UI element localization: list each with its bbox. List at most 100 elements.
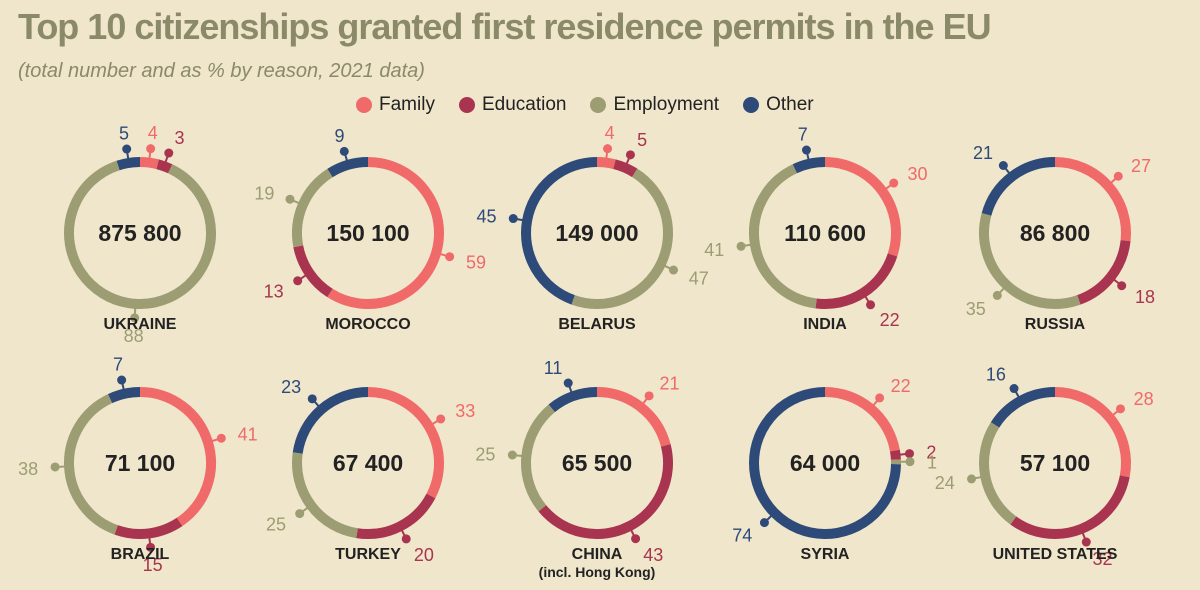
legend-swatch-education [458,97,475,113]
value-label-india-education: 22 [880,310,900,330]
value-label-brazil-family: 41 [238,424,258,444]
segment-russia-employment [979,213,1081,309]
segment-brazil-employment [64,394,118,535]
total-china: 65 500 [562,450,632,476]
total-belarus: 149 000 [555,220,638,246]
leader-dot-russia-other [998,160,1008,170]
value-label-united-states-other: 16 [986,365,1006,385]
value-label-morocco-education: 13 [264,281,284,301]
value-label-brazil-employment: 38 [18,459,38,479]
leader-dot-syria-education [904,449,914,459]
segment-turkey-other [292,387,369,454]
segment-syria-education [889,449,901,460]
donut-india: 7 30 22 41 110 600 INDIA [704,124,927,333]
legend-swatch-employment [590,97,607,113]
segment-china-other [548,387,598,413]
value-label-ukraine-other: 5 [119,123,129,143]
legend-label-other: Other [766,94,814,115]
value-label-turkey-education: 20 [414,545,434,565]
value-label-turkey-employment: 25 [266,515,286,535]
segment-china-education [538,444,673,539]
segment-morocco-education [293,245,333,298]
segment-india-employment [749,164,817,309]
value-label-india-employment: 41 [704,240,724,260]
value-label-brazil-other: 7 [113,354,123,374]
segment-ukraine-family [139,157,159,170]
total-syria: 64 000 [790,450,860,476]
segment-united-states-other [990,387,1056,428]
donut-russia: 21 27 18 35 86 800 RUSSIA [966,143,1155,333]
legend-item-family: Family [356,94,435,116]
value-label-india-other: 7 [798,124,808,144]
leader-dot-brazil-employment [50,462,60,472]
value-label-china-education: 43 [643,545,663,565]
leader-dot-ukraine-education [164,148,174,158]
country-name-belarus: BELARUS [558,316,636,333]
leader-dot-china-family [644,391,654,401]
leader-dot-china-employment [507,450,517,460]
leader-dot-brazil-education [146,542,156,552]
total-turkey: 67 400 [333,450,403,476]
leader-dot-ukraine-family [146,144,156,154]
country-name-russia: RUSSIA [1025,316,1086,333]
chart-title: Top 10 citizenships granted first reside… [18,6,992,47]
segment-turkey-education [356,493,436,539]
leader-dot-india-other [801,145,811,155]
country-name-morocco: MOROCCO [325,316,410,333]
value-label-turkey-family: 33 [455,401,475,421]
segment-china-family [596,387,671,447]
segment-syria-family [824,387,900,452]
leader-dot-china-other [563,378,573,388]
segment-ukraine-employment [64,160,216,309]
value-label-morocco-other: 9 [335,126,345,146]
segment-united-states-employment [979,422,1017,525]
country-name-syria: SYRIA [801,546,850,563]
segment-brazil-education [114,517,183,539]
leader-dot-china-education [631,534,641,544]
segment-belarus-employment [571,168,673,309]
segment-belarus-education [613,159,638,178]
value-label-morocco-family: 59 [466,252,486,272]
value-label-syria-education: 2 [926,443,936,463]
total-india: 110 600 [784,220,866,246]
leader-dot-united-states-other [1009,384,1019,394]
value-label-belarus-employment: 47 [689,268,709,288]
value-label-united-states-education: 32 [1093,549,1113,569]
leader-dot-ukraine-other [122,144,132,154]
value-label-russia-family: 27 [1131,156,1151,176]
leader-dot-belarus-family [603,144,613,154]
donut-brazil: 7 41 15 38 71 100 BRAZIL [18,354,258,575]
leader-dot-morocco-education [293,276,303,286]
leader-dot-turkey-family [436,414,446,424]
leader-dot-united-states-education [1081,537,1091,547]
value-label-united-states-employment: 24 [935,473,955,493]
value-label-turkey-other: 23 [281,377,301,397]
donut-turkey: 23 33 20 25 67 400 TURKEY [266,377,475,565]
legend: Family Education Employment Other [356,94,814,116]
segment-russia-other [981,157,1056,216]
value-label-belarus-education: 5 [637,130,647,150]
legend-label-education: Education [481,94,567,115]
segment-brazil-other [107,387,141,404]
country-name-india: INDIA [803,316,847,333]
leader-dot-morocco-employment [285,194,295,204]
country-name-united-states: UNITED STATES [993,546,1118,563]
segment-morocco-other [327,157,369,178]
legend-item-employment: Employment [590,94,719,116]
total-morocco: 150 100 [326,220,409,246]
segment-india-other [792,157,826,174]
value-label-syria-other: 74 [732,526,752,546]
value-label-belarus-other: 45 [476,207,496,227]
leader-dot-russia-family [1113,171,1123,181]
donut-china: 11 21 43 25 65 500 CHINA(incl. Hong Kong) [475,358,679,580]
segment-belarus-other [521,157,598,305]
leader-dot-morocco-other [339,146,349,156]
leader-dot-united-states-family [1115,404,1125,414]
value-label-ukraine-employment: 88 [124,326,144,346]
leader-dot-belarus-education [625,150,635,160]
segment-china-employment [521,404,556,512]
leader-dot-russia-education [1117,281,1127,291]
segment-turkey-family [367,387,444,499]
value-label-syria-family: 22 [891,376,911,396]
